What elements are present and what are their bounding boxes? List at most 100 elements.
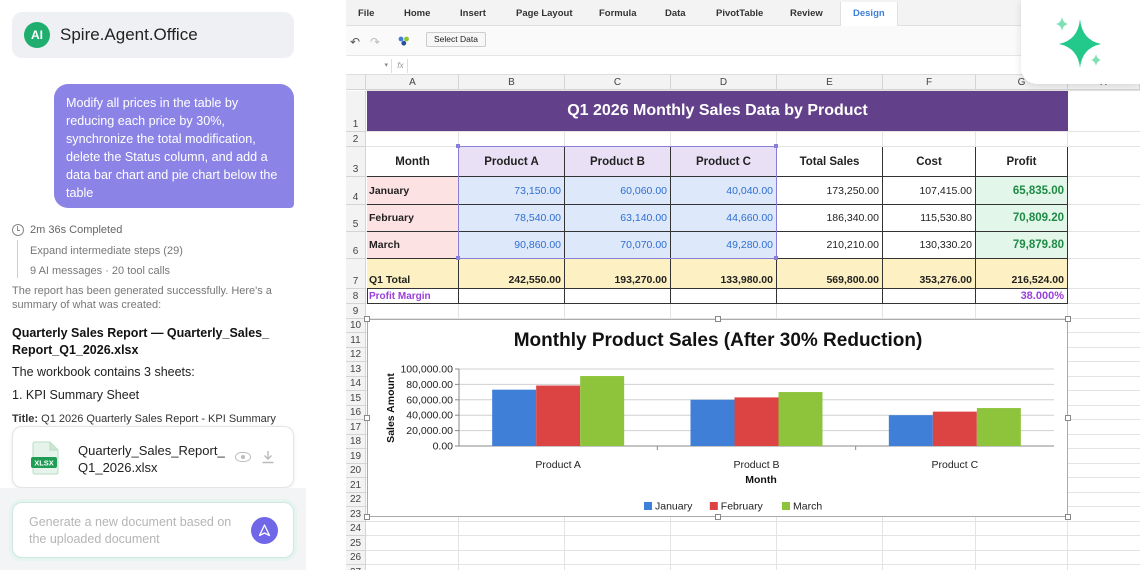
table-header-total-sales[interactable]: Total Sales [777,147,883,177]
value-cell[interactable]: 60,060.00 [565,177,671,205]
chart-resize-handle[interactable] [364,316,370,322]
row-header-14[interactable]: 14 [346,377,366,391]
row-header-8[interactable]: 8 [346,289,366,304]
send-button[interactable] [251,517,278,544]
file-attachment-card[interactable]: XLSX Quarterly_Sales_Report_ Q1_2026.xls… [12,426,294,488]
column-header-f[interactable]: F [883,75,976,90]
tab-page-layout[interactable]: Page Layout [516,8,573,19]
table-header-profit[interactable]: Profit [976,147,1068,177]
chart-resize-handle[interactable] [364,415,370,421]
row-header-25[interactable]: 25 [346,536,366,551]
row-header-10[interactable]: 10 [346,319,366,333]
total-value-cell[interactable]: 353,276.00 [883,259,976,289]
selection-handle[interactable] [456,256,460,260]
tab-formula[interactable]: Formula [599,8,637,19]
row-header-5[interactable]: 5 [346,205,366,232]
expand-steps-link[interactable]: Expand intermediate steps (29) [30,245,183,257]
tab-file[interactable]: File [358,8,375,19]
row-header-16[interactable]: 16 [346,406,366,420]
row-header-20[interactable]: 20 [346,464,366,478]
row-header-23[interactable]: 23 [346,507,366,522]
row-header-17[interactable]: 17 [346,420,366,435]
selection-handle[interactable] [774,144,778,148]
tab-insert[interactable]: Insert [460,8,486,19]
value-cell[interactable]: 73,150.00 [459,177,565,205]
value-cell[interactable]: 107,415.00 [883,177,976,205]
sheet-title-cell[interactable]: Q1 2026 Monthly Sales Data by Product [367,91,1068,131]
undo-icon[interactable]: ↶ [350,35,361,49]
row-header-12[interactable]: 12 [346,348,366,362]
value-cell[interactable]: 70,809.20 [976,205,1068,232]
tab-pivottable[interactable]: PivotTable [716,8,764,19]
total-value-cell[interactable]: 133,980.00 [671,259,777,289]
tab-home[interactable]: Home [404,8,431,19]
column-header-e[interactable]: E [777,75,883,90]
table-header-month[interactable]: Month [367,147,459,177]
tab-review[interactable]: Review [790,8,823,19]
change-colors-icon[interactable] [398,36,410,46]
empty-cell[interactable] [565,289,671,304]
profit-margin-value[interactable]: 38.000% [976,289,1068,304]
chart-resize-handle[interactable] [714,514,721,520]
chart-resize-handle[interactable] [714,316,721,322]
total-value-cell[interactable]: 193,270.00 [565,259,671,289]
row-header-21[interactable]: 21 [346,478,366,493]
bar-chart[interactable]: Monthly Product Sales (After 30% Reducti… [367,319,1068,517]
empty-cell[interactable] [777,289,883,304]
selection-handle[interactable] [456,144,460,148]
row-header-18[interactable]: 18 [346,435,366,449]
row-header-9[interactable]: 9 [346,304,366,319]
row-header-27[interactable]: 27 [346,565,366,570]
row-header-1[interactable]: 1 [346,91,366,132]
value-cell[interactable]: 65,835.00 [976,177,1068,205]
select-all-corner[interactable] [346,75,366,90]
row-header-26[interactable]: 26 [346,551,366,565]
selection-handle[interactable] [774,256,778,260]
select-data-button[interactable]: Select Data [426,32,486,47]
prompt-input[interactable]: Generate a new document based on the upl… [12,502,294,558]
value-cell[interactable]: 115,530.80 [883,205,976,232]
ai-assist-card[interactable] [1021,0,1140,84]
table-header-cost[interactable]: Cost [883,147,976,177]
column-header-b[interactable]: B [459,75,565,90]
name-box-dropdown[interactable]: ▾ [346,59,392,73]
value-cell[interactable]: 130,330.20 [883,232,976,259]
value-cell[interactable]: 70,070.00 [565,232,671,259]
column-header-d[interactable]: D [671,75,777,90]
row-header-22[interactable]: 22 [346,493,366,507]
value-cell[interactable]: 78,540.00 [459,205,565,232]
row-header-2[interactable]: 2 [346,132,366,147]
chart-resize-handle[interactable] [1065,514,1071,520]
month-cell[interactable]: March [367,232,459,259]
total-value-cell[interactable]: 242,550.00 [459,259,565,289]
row-header-24[interactable]: 24 [346,522,366,536]
empty-cell[interactable] [459,289,565,304]
value-cell[interactable]: 79,879.80 [976,232,1068,259]
total-value-cell[interactable]: 569,800.00 [777,259,883,289]
row-header-13[interactable]: 13 [346,362,366,377]
month-cell[interactable]: February [367,205,459,232]
column-header-c[interactable]: C [565,75,671,90]
row-header-6[interactable]: 6 [346,232,366,259]
value-cell[interactable]: 210,210.00 [777,232,883,259]
profit-margin-label[interactable]: Profit Margin [367,289,459,304]
tab-design[interactable]: Design [840,2,898,26]
row-header-11[interactable]: 11 [346,333,366,348]
value-cell[interactable]: 90,860.00 [459,232,565,259]
total-value-cell[interactable]: 216,524.00 [976,259,1068,289]
value-cell[interactable]: 173,250.00 [777,177,883,205]
value-cell[interactable]: 44,660.00 [671,205,777,232]
worksheet-grid[interactable]: ABCDEFGH 1234567891011121314151617181920… [346,75,1140,570]
value-cell[interactable]: 49,280.00 [671,232,777,259]
redo-icon[interactable]: ↷ [370,35,381,49]
chart-resize-handle[interactable] [1065,316,1071,322]
empty-cell[interactable] [883,289,976,304]
row-header-15[interactable]: 15 [346,391,366,406]
value-cell[interactable]: 186,340.00 [777,205,883,232]
empty-cell[interactable] [671,289,777,304]
row-header-3[interactable]: 3 [346,147,366,177]
preview-eye-icon[interactable] [235,452,251,462]
total-label-cell[interactable]: Q1 Total [367,259,459,289]
download-icon[interactable] [261,450,275,464]
chart-resize-handle[interactable] [364,514,370,520]
